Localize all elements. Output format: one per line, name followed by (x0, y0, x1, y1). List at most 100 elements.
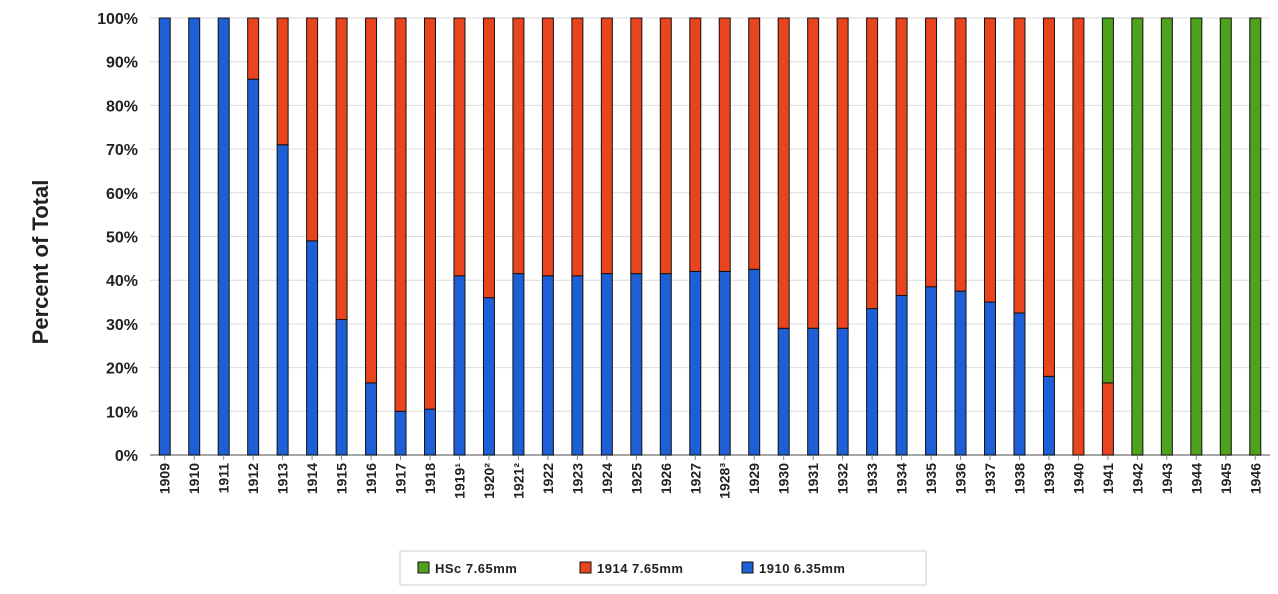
bar-segment (247, 78, 260, 456)
bar-segment (571, 275, 584, 456)
y-tick-label: 50% (106, 230, 138, 247)
bar-segment (954, 290, 967, 456)
bar-segment (217, 17, 230, 456)
bar-segment (600, 17, 613, 275)
x-tick-label: 1909 (157, 463, 173, 494)
bar-segment (276, 144, 289, 456)
x-tick-label: 1914 (304, 463, 320, 494)
bar-segment (895, 17, 908, 296)
bar-segment (836, 17, 849, 329)
x-tick-label: 1943 (1159, 463, 1175, 494)
bar-segment (1160, 17, 1173, 456)
bar-segment (1013, 312, 1026, 456)
x-tick-label: 1921² (510, 463, 526, 499)
x-tick-label: 1924 (599, 463, 615, 494)
x-tick-label: 1926 (658, 463, 674, 494)
bar-segment (365, 382, 378, 456)
x-tick-label: 1922 (540, 463, 556, 494)
x-tick-label: 1937 (982, 463, 998, 494)
x-tick-label: 1942 (1129, 463, 1145, 494)
x-tick-label: 1939 (1041, 463, 1057, 494)
bar-segment (1249, 17, 1262, 456)
x-tick-label: 1932 (835, 463, 851, 494)
y-axis-label: Percent of Total (28, 180, 53, 345)
legend-swatch (417, 561, 430, 574)
bar-segment (659, 273, 672, 456)
bar-segment (630, 17, 643, 275)
x-tick-label: 1929 (746, 463, 762, 494)
x-tick-label: 1933 (864, 463, 880, 494)
bar-segment (188, 17, 201, 456)
bar-segment (276, 17, 289, 146)
bar-segment (306, 240, 319, 456)
x-tick-label: 1931 (805, 463, 821, 494)
bar-segment (247, 17, 260, 80)
bar-segment (335, 17, 348, 321)
bar-segment (718, 17, 731, 272)
bar-segment (689, 17, 702, 272)
bar-segment (925, 286, 938, 456)
bar-segment (777, 17, 790, 329)
bar-segment (541, 275, 554, 456)
bar-segment (1131, 17, 1144, 456)
bar-segment (689, 270, 702, 456)
x-tick-label: 1925 (628, 463, 644, 494)
legend: HSc 7.65mm 1914 7.65mm 1910 6.35mm (399, 550, 927, 586)
bar-segment (836, 327, 849, 456)
bar-segment (1101, 17, 1114, 384)
bar-segment (1042, 375, 1055, 456)
bar-segment (748, 268, 761, 456)
bar-segment (1042, 17, 1055, 377)
y-tick-label: 40% (106, 273, 138, 290)
bar-segment (748, 17, 761, 270)
bar-segment (365, 17, 378, 384)
bar-segment (571, 17, 584, 277)
y-tick-label: 20% (106, 361, 138, 378)
x-tick-label: 1923 (569, 463, 585, 494)
y-tick-label: 60% (106, 186, 138, 203)
x-tick-label: 1915 (334, 463, 350, 494)
x-tick-label: 1935 (923, 463, 939, 494)
bar-segment (306, 17, 319, 242)
x-axis-ticks: 1909 1910 1911 1912 1913 1914 1915 1916 1917 1918… (157, 455, 1263, 499)
bar-segment (866, 308, 879, 456)
x-tick-label: 1920² (481, 463, 497, 499)
x-tick-label: 1934 (894, 463, 910, 494)
bar-segment (394, 410, 407, 456)
y-tick-label: 70% (106, 142, 138, 159)
legend-label: 1914 7.65mm (597, 561, 683, 576)
bar-segment (954, 17, 967, 292)
bar-segment (424, 17, 436, 410)
bar-segment (807, 17, 820, 329)
bar-segment (1101, 382, 1114, 456)
bar-segment (158, 17, 171, 456)
y-axis-ticks: 0% 10% 20% 30% 40% 50% 60% 70% 80% 90% 100% (97, 11, 138, 465)
bar-segment (394, 17, 407, 412)
x-tick-label: 1936 (953, 463, 969, 494)
y-tick-label: 10% (106, 404, 138, 421)
bar-segment (1219, 17, 1232, 456)
x-tick-label: 1930 (776, 463, 792, 494)
x-tick-label: 1916 (363, 463, 379, 494)
bar-segment (541, 17, 554, 277)
bar-segment (1072, 17, 1085, 456)
x-tick-label: 1945 (1218, 463, 1234, 494)
x-tick-label: 1912 (245, 463, 261, 494)
legend-label: 1910 6.35mm (759, 561, 845, 576)
x-tick-label: 1919¹ (451, 463, 467, 499)
bar-segment (424, 408, 436, 456)
bar-segment (895, 294, 908, 456)
y-tick-label: 100% (97, 11, 138, 28)
bar-segment (925, 17, 938, 288)
x-tick-label: 1941 (1100, 463, 1116, 494)
y-tick-label: 0% (115, 448, 138, 465)
y-tick-label: 80% (106, 98, 138, 115)
bar-segment (1013, 17, 1026, 314)
x-tick-label: 1913 (275, 463, 291, 494)
bar-segment (866, 17, 879, 310)
y-tick-label: 30% (106, 317, 138, 334)
bar-segment (335, 319, 348, 456)
bar-segment (482, 17, 495, 299)
